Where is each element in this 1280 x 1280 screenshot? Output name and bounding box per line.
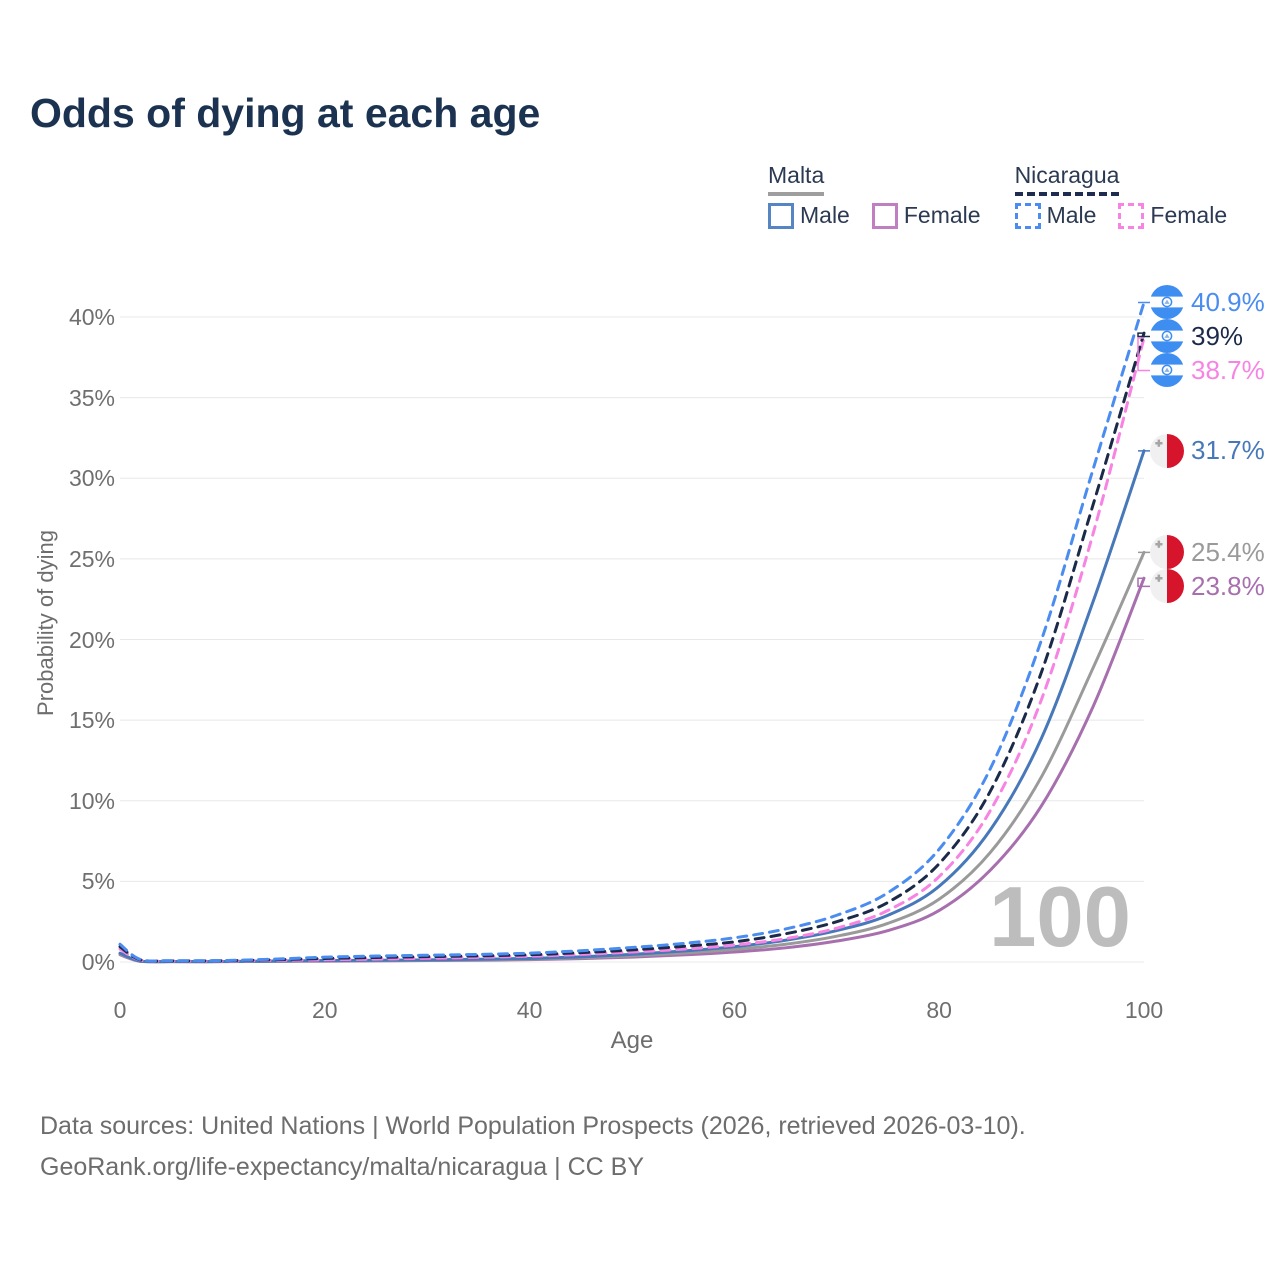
x-tick-label: 0	[113, 997, 127, 1023]
series-line-nicaragua-female	[118, 336, 1146, 963]
series-end-label-nicaragua-male: 40.9%	[1150, 285, 1265, 320]
malta-male-swatch-icon	[768, 202, 794, 229]
nicaragua-male-swatch-icon	[1014, 202, 1041, 229]
legend-group-nicaragua: Nicaragua Male Female	[1014, 162, 1227, 229]
nicaragua-flag-icon	[1150, 319, 1184, 354]
series-end-value: 25.4%	[1191, 536, 1265, 567]
legend-item-label: Male	[800, 202, 850, 228]
age-watermark: 100	[989, 870, 1131, 965]
series-line-nicaragua-both	[118, 331, 1146, 963]
y-tick-label: 30%	[68, 465, 115, 492]
y-tick-label: 5%	[81, 868, 115, 895]
legend-group-malta: Malta Male Female	[768, 162, 981, 229]
legend-item-malta-male[interactable]: Male	[768, 202, 850, 229]
x-tick-label: 40	[516, 997, 543, 1023]
legend-item-nicaragua-male[interactable]: Male	[1014, 202, 1097, 229]
legend-item-label: Male	[1046, 202, 1097, 228]
malta-female-swatch-icon	[871, 202, 898, 229]
nicaragua-flag-icon	[1150, 353, 1184, 388]
y-tick-label: 40%	[68, 304, 115, 330]
label-connector-line	[1137, 577, 1150, 588]
footer: Data sources: United Nations | World Pop…	[40, 1106, 1026, 1188]
series-line-nicaragua-male	[118, 300, 1146, 963]
legend-group-title-nicaragua: Nicaragua	[1014, 162, 1120, 196]
x-tick-label: 80	[926, 997, 952, 1023]
series-end-label-malta-male: 31.7%	[1150, 433, 1265, 468]
footer-attribution: GeoRank.org/life-expectancy/malta/nicara…	[40, 1153, 645, 1181]
nicaragua-female-swatch-icon	[1118, 202, 1145, 229]
x-tick-label: 60	[721, 997, 748, 1023]
legend-item-nicaragua-female[interactable]: Female	[1118, 202, 1227, 229]
malta-flag-icon	[1150, 433, 1184, 468]
series-end-label-malta-female: 23.8%	[1150, 569, 1265, 604]
malta-flag-icon	[1150, 569, 1184, 604]
x-axis-title: Age	[610, 1027, 654, 1054]
label-connector-line	[1137, 332, 1150, 338]
y-tick-label: 20%	[68, 626, 115, 653]
series-end-label-malta-both: 25.4%	[1150, 535, 1265, 570]
x-tick-label: 20	[312, 997, 338, 1023]
series-end-value: 40.9%	[1191, 286, 1265, 317]
series-end-value: 38.7%	[1191, 354, 1265, 385]
legend-item-label: Female	[1150, 202, 1228, 228]
y-tick-label: 35%	[68, 384, 115, 411]
series-end-label-nicaragua-both: 39%	[1150, 319, 1244, 354]
legend: Malta Male Female Nicaragua Male	[768, 162, 1227, 229]
page-title: Odds of dying at each age	[30, 90, 541, 136]
legend-group-title-malta: Malta	[768, 162, 825, 196]
series-end-value: 39%	[1191, 320, 1244, 351]
nicaragua-flag-icon	[1150, 285, 1184, 320]
y-tick-label: 10%	[68, 787, 115, 814]
legend-item-label: Female	[903, 202, 981, 228]
malta-flag-icon	[1150, 535, 1184, 570]
footer-data-sources: Data sources: United Nations | World Pop…	[40, 1112, 1026, 1140]
label-connector-line	[1137, 337, 1150, 372]
y-tick-label: 25%	[68, 545, 115, 572]
series-end-value: 23.8%	[1191, 570, 1265, 601]
y-tick-label: 15%	[68, 707, 115, 734]
y-tick-label: 0%	[81, 949, 115, 975]
series-end-value: 31.7%	[1191, 435, 1265, 466]
x-tick-label: 100	[1124, 997, 1164, 1023]
legend-item-malta-female[interactable]: Female	[871, 202, 981, 229]
series-end-label-nicaragua-female: 38.7%	[1150, 353, 1265, 388]
